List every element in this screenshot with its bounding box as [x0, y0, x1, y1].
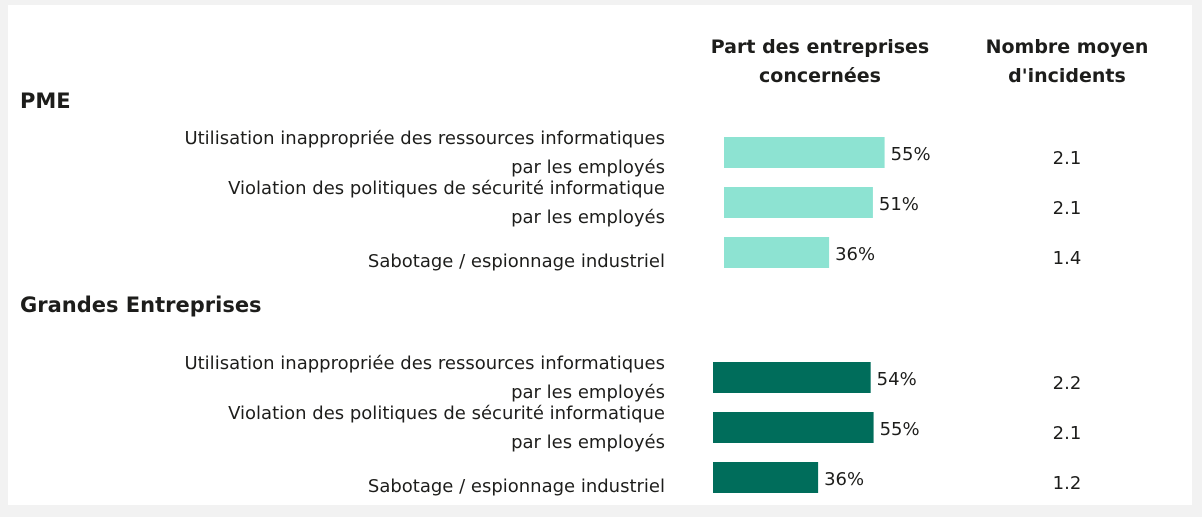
incidents-value: 2.1	[1053, 198, 1082, 219]
category-label: Utilisation inappropriée des ressources …	[184, 128, 665, 178]
bar	[724, 137, 885, 168]
value-label: 55%	[880, 419, 920, 440]
bar	[713, 412, 874, 443]
incidents-value: 2.2	[1053, 373, 1082, 394]
category-label: Sabotage / espionnage industriel	[368, 251, 665, 272]
column-header: Part des entreprises concernées	[711, 36, 929, 87]
group-title: PME	[20, 89, 71, 113]
panel	[8, 5, 1192, 505]
value-label: 54%	[877, 369, 917, 390]
incidents-value: 1.4	[1053, 248, 1082, 269]
category-label: Violation des politiques de sécurité inf…	[228, 178, 665, 228]
bar	[713, 462, 819, 493]
value-label: 55%	[891, 144, 931, 165]
bar	[713, 362, 871, 393]
category-label: Sabotage / espionnage industriel	[368, 476, 665, 497]
incidents-value: 2.1	[1053, 423, 1082, 444]
value-label: 51%	[879, 194, 919, 215]
incidents-value: 1.2	[1053, 473, 1082, 494]
value-label: 36%	[824, 469, 864, 490]
incidents-value: 2.1	[1053, 148, 1082, 169]
value-label: 36%	[835, 244, 875, 265]
category-label: Utilisation inappropriée des ressources …	[184, 353, 665, 403]
column-header: Nombre moyen d'incidents	[986, 36, 1149, 87]
category-label: Violation des politiques de sécurité inf…	[228, 403, 665, 453]
bar	[724, 187, 873, 218]
bar	[724, 237, 830, 268]
group-title: Grandes Entreprises	[20, 293, 262, 317]
